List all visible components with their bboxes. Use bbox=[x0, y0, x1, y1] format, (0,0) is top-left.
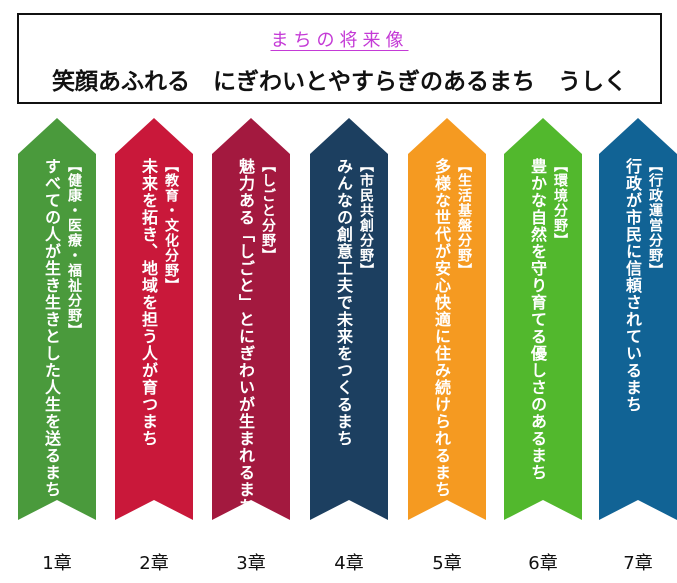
chapter-label-6: 6章 bbox=[528, 553, 558, 574]
pillar-text: 【行政運営分野】 行政が市民に信頼されているまち bbox=[622, 158, 664, 488]
pillar-1: 【健康・医療・福祉分野】 すべての人が生き生きとした人生を送るまち bbox=[18, 118, 96, 520]
pillar-text: 【健康・医療・福祉分野】 すべての人が生き生きとした人生を送るまち bbox=[41, 158, 83, 498]
pillar-title: 未来を拓き、地域を担う人が育つまち bbox=[139, 158, 158, 447]
chapter-label-2: 2章 bbox=[139, 553, 169, 574]
pillar-6: 【環境分野】 豊かな自然を守り育てる優しさのあるまち bbox=[504, 118, 582, 520]
pillar-text: 【しごと分野】 魅力ある「しごと」とにぎわいが生まれるまち bbox=[235, 158, 277, 515]
pillar-text: 【教育・文化分野】 未来を拓き、地域を担う人が育つまち bbox=[138, 158, 180, 488]
pillar-field: 【しごと分野】 bbox=[260, 158, 276, 263]
chapter-label-4: 4章 bbox=[334, 553, 364, 574]
vision-label: まちの将来像 bbox=[270, 30, 409, 51]
chapter-label-5: 5章 bbox=[432, 553, 462, 574]
chapter-label-3: 3章 bbox=[236, 553, 266, 574]
pillar-text: 【市民共創分野】 みんなの創意工夫で未来をつくるまち bbox=[333, 158, 375, 488]
pillar-text: 【環境分野】 豊かな自然を守り育てる優しさのあるまち bbox=[527, 158, 569, 488]
chapter-label-7: 7章 bbox=[623, 553, 653, 574]
pillar-title: 豊かな自然を守り育てる優しさのあるまち bbox=[528, 158, 547, 481]
pillar-title: 行政が市民に信頼されているまち bbox=[623, 158, 642, 413]
pillar-field: 【環境分野】 bbox=[552, 158, 568, 248]
pillar-2: 【教育・文化分野】 未来を拓き、地域を担う人が育つまち bbox=[115, 118, 193, 520]
pillar-5: 【生活基盤分野】 多様な世代が安心快適に住み続けられるまち bbox=[408, 118, 486, 520]
pillar-field: 【生活基盤分野】 bbox=[456, 158, 472, 278]
pillar-3: 【しごと分野】 魅力ある「しごと」とにぎわいが生まれるまち bbox=[212, 118, 290, 520]
pillar-title: 魅力ある「しごと」とにぎわいが生まれるまち bbox=[236, 158, 255, 515]
chapter-label-1: 1章 bbox=[42, 553, 72, 574]
pillar-field: 【行政運営分野】 bbox=[647, 158, 663, 278]
vision-text: 笑顔あふれる にぎわいとやすらぎのあるまち うしく bbox=[52, 69, 627, 95]
vision-box: まちの将来像 笑顔あふれる にぎわいとやすらぎのあるまち うしく bbox=[17, 13, 662, 104]
pillar-7: 【行政運営分野】 行政が市民に信頼されているまち bbox=[599, 118, 677, 520]
pillar-field: 【教育・文化分野】 bbox=[163, 158, 179, 293]
pillar-title: みんなの創意工夫で未来をつくるまち bbox=[334, 158, 353, 447]
pillar-text: 【生活基盤分野】 多様な世代が安心快適に住み続けられるまち bbox=[431, 158, 473, 498]
pillar-title: すべての人が生き生きとした人生を送るまち bbox=[42, 158, 61, 498]
pillar-4: 【市民共創分野】 みんなの創意工夫で未来をつくるまち bbox=[310, 118, 388, 520]
pillar-title: 多様な世代が安心快適に住み続けられるまち bbox=[432, 158, 451, 498]
pillar-field: 【市民共創分野】 bbox=[358, 158, 374, 278]
pillar-field: 【健康・医療・福祉分野】 bbox=[66, 158, 82, 338]
